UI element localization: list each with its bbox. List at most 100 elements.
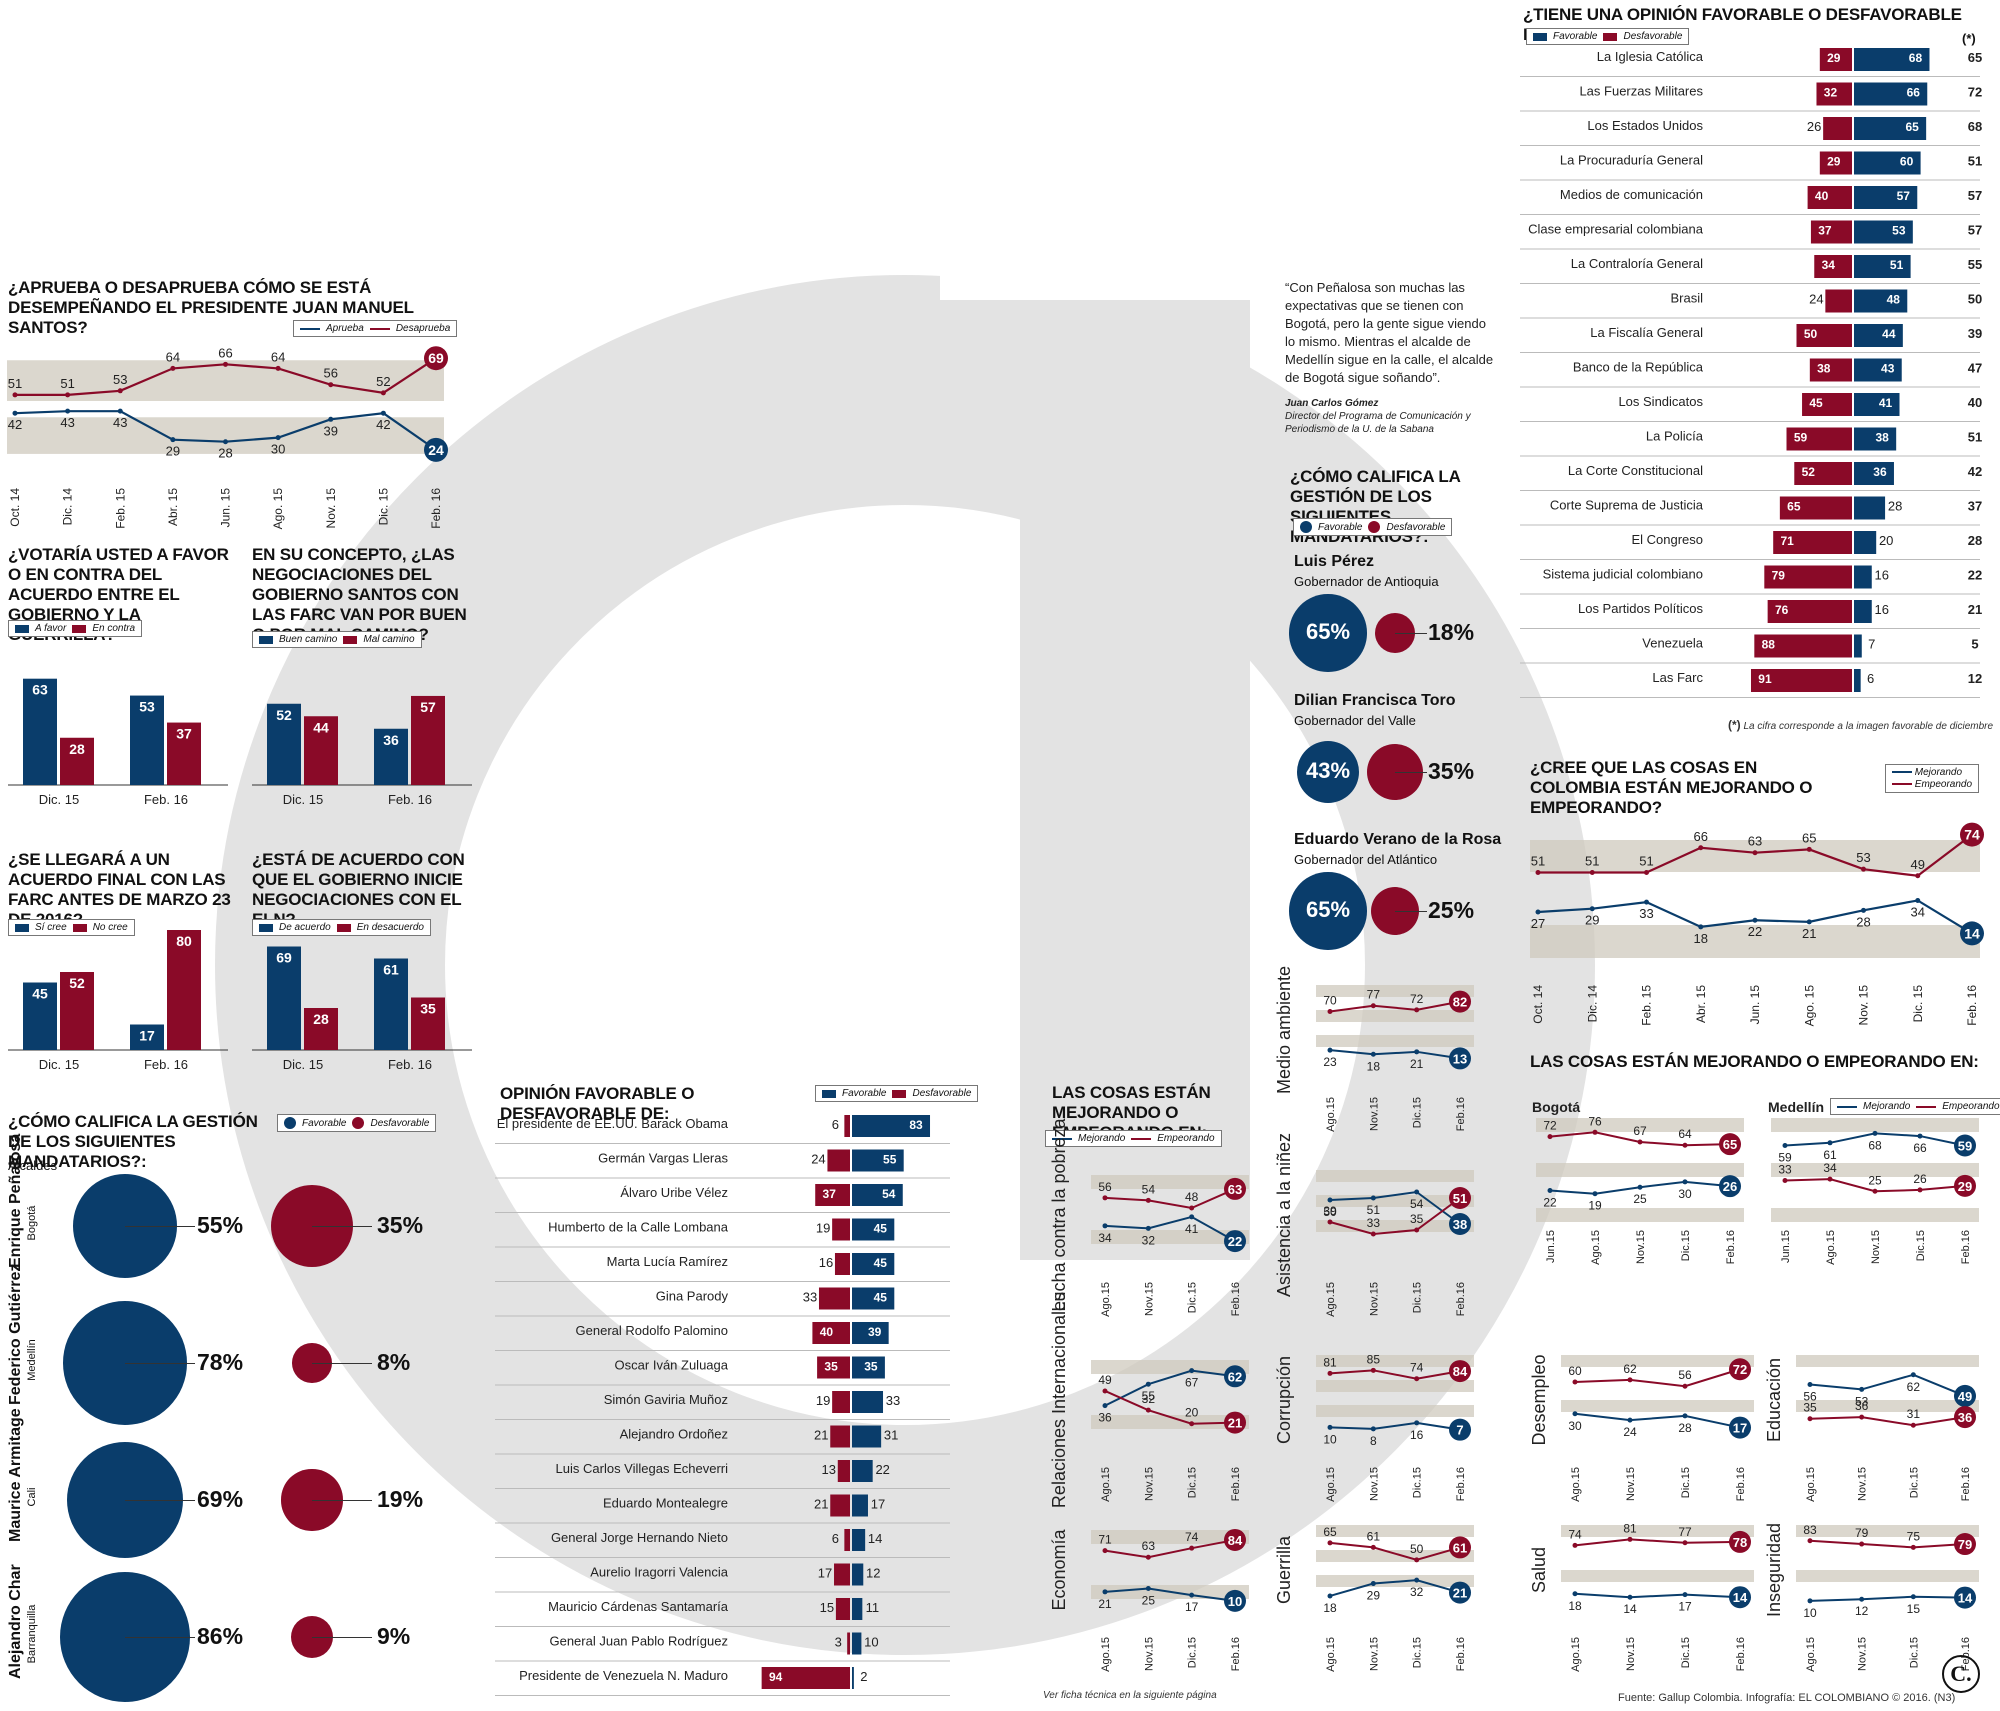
bar-favorable	[1854, 186, 1918, 209]
band	[1316, 1405, 1474, 1417]
data-label: 76	[1588, 1114, 1602, 1128]
fav-pct: 65%	[1305, 897, 1351, 922]
band	[1536, 1163, 1744, 1177]
series-line-empeorando	[1574, 1538, 1741, 1547]
quote-author: Juan Carlos Gómez	[1285, 398, 1379, 409]
category-label: La Iglesia Católica	[1597, 49, 1704, 64]
data-label: 51	[1639, 853, 1653, 868]
band	[1091, 1415, 1249, 1429]
legend-mejora-line	[300, 327, 320, 330]
tick-label: Ago.15	[1805, 1467, 1817, 1502]
point	[1102, 1548, 1108, 1554]
end-label: 7	[1456, 1423, 1463, 1438]
asterisk-value: 57	[1968, 188, 1982, 203]
gobernador-role: Gobernador de Antioquia	[1294, 574, 1439, 589]
band	[1316, 985, 1474, 997]
data-label: 60	[1568, 1364, 1582, 1378]
data-label: 49	[1098, 1373, 1112, 1387]
bar-label: 45	[1809, 396, 1823, 410]
data-label: 77	[1367, 988, 1381, 1002]
asterisk-value: 39	[1968, 326, 1982, 341]
data-label: 64	[271, 349, 285, 364]
tick-label: Dic.15	[1908, 1467, 1920, 1498]
legend-swatch	[259, 635, 273, 644]
bar-favorable	[1854, 600, 1872, 623]
data-label: 85	[1367, 1352, 1381, 1366]
asterisk-value: 50	[1968, 292, 1982, 307]
bar-desfavorable	[1754, 634, 1852, 658]
data-label: 28	[1678, 1421, 1692, 1435]
point	[1572, 1411, 1578, 1417]
asterisk-value: 40	[1968, 395, 1982, 410]
bar-label: 57	[420, 699, 436, 715]
data-label: 36	[1855, 1399, 1869, 1413]
bar	[60, 972, 94, 1050]
data-label: 33	[1367, 1216, 1381, 1230]
data-label: 61	[1367, 1529, 1381, 1543]
acuerdo-final-bar-chart: 45 52 Dic. 15 17 80 Feb. 16	[8, 930, 228, 1072]
point	[1910, 1594, 1916, 1600]
bar-label: 65	[1787, 500, 1801, 514]
series-line-empeorando	[1104, 1187, 1236, 1210]
category-label: Gina Parody	[656, 1289, 729, 1304]
data-label: 31	[1907, 1407, 1921, 1421]
tick-label: Ago.15	[1100, 1637, 1112, 1672]
point	[328, 382, 334, 388]
bar-favorable	[852, 1563, 864, 1586]
band	[1796, 1570, 1979, 1582]
connector	[1395, 911, 1427, 912]
bar-label: 44	[313, 719, 329, 735]
point	[1327, 1593, 1333, 1599]
gobernador-name: Eduardo Verano de la Rosa	[1294, 831, 1502, 848]
point	[1370, 1051, 1376, 1057]
alcaldes-legend: Favorable Desfavorable	[277, 1114, 437, 1132]
point	[65, 392, 71, 398]
legend-label: Mejorando	[1914, 767, 1963, 778]
ambiente-panel: 23 18 21 13 70 77 72 82 Ago.15 Nov.15 Dic.15 Feb.16…	[1274, 966, 1474, 1132]
data-label: 12	[1855, 1604, 1869, 1618]
legend-label: Favorable	[302, 1117, 347, 1129]
bar-favorable	[852, 1115, 931, 1137]
end-label: 79	[1958, 1537, 1972, 1552]
bar-favorable	[852, 1529, 866, 1551]
point	[1589, 906, 1595, 912]
asterisk-value: 47	[1968, 361, 1982, 376]
data-label: 34	[1823, 1161, 1837, 1175]
tick-label: Nov.15	[1625, 1467, 1637, 1501]
bar	[267, 946, 301, 1050]
bar	[374, 728, 408, 785]
end-label: 22	[1228, 1234, 1242, 1249]
bar-label: 69	[276, 950, 292, 966]
legend-swatch	[15, 923, 29, 932]
point	[1414, 1376, 1420, 1382]
category-label: Las Farc	[1652, 670, 1703, 685]
bar-favorable	[1854, 255, 1911, 278]
data-label: 63	[1748, 834, 1762, 849]
asterisk-value: 37	[1968, 499, 1982, 514]
end-label: 26	[1723, 1179, 1737, 1194]
bar-favorable	[852, 1356, 885, 1379]
note-text: La cifra corresponde a la imagen favorab…	[1743, 721, 1994, 732]
tick-label: Ago.15	[1325, 1282, 1337, 1317]
band	[1561, 1525, 1754, 1537]
point	[223, 361, 228, 367]
ciudades-title: Las cosas están mejorando o empeorando e…	[1530, 1052, 1979, 1071]
point	[1682, 1540, 1688, 1546]
end-label: 13	[1453, 1051, 1467, 1066]
band	[1561, 1355, 1754, 1367]
data-label: 56	[1803, 1390, 1817, 1404]
fav-circle	[66, 1441, 184, 1559]
end-point	[1224, 1589, 1246, 1612]
bar-desfavorable	[1779, 496, 1852, 520]
bar-label: 80	[176, 933, 192, 949]
category-label: Dic. 15	[283, 792, 323, 807]
eln-legend: De acuerdo En desacuerdo	[252, 919, 431, 936]
bar-favorable	[1854, 48, 1930, 71]
bar-favorable	[1854, 565, 1872, 589]
bar-desfavorable	[1767, 600, 1852, 623]
point	[1682, 1413, 1688, 1419]
acuerdo-bar-chart: 63 28 Dic. 15 53 37 Feb. 16	[8, 678, 228, 807]
data-label: 42	[376, 417, 390, 432]
data-label: 30	[1678, 1187, 1692, 1201]
